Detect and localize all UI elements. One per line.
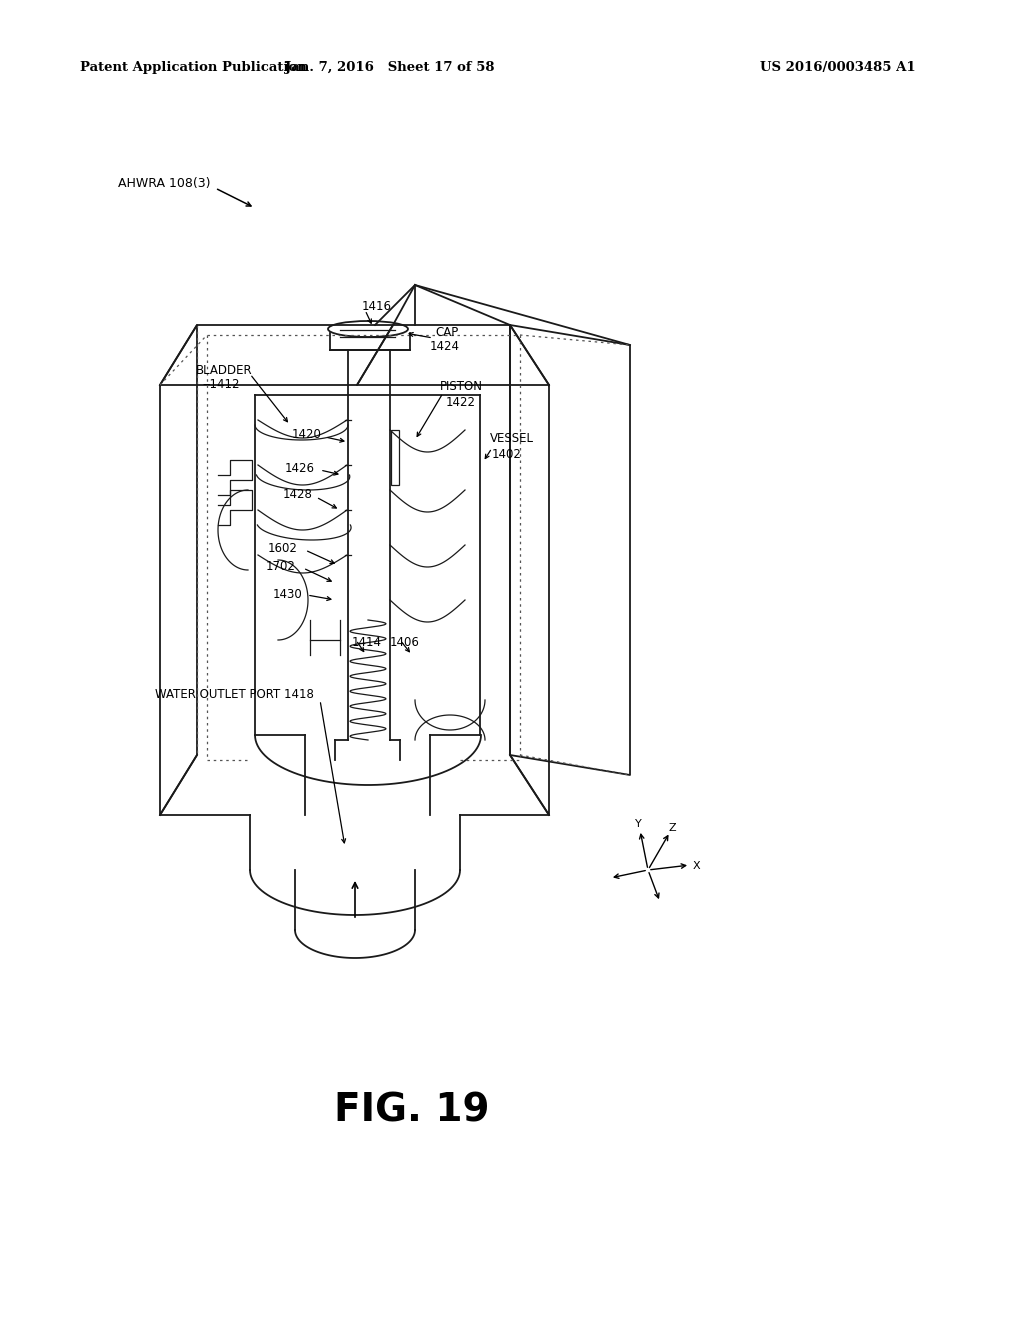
Text: 1602: 1602: [268, 541, 298, 554]
Text: 1426: 1426: [285, 462, 315, 474]
Text: VESSEL: VESSEL: [490, 432, 534, 445]
Text: Z: Z: [669, 822, 676, 833]
Text: BLADDER: BLADDER: [196, 363, 253, 376]
Text: WATER OUTLET PORT 1418: WATER OUTLET PORT 1418: [155, 689, 314, 701]
Text: 1420: 1420: [292, 429, 322, 441]
Text: US 2016/0003485 A1: US 2016/0003485 A1: [760, 62, 915, 74]
Text: 1406: 1406: [390, 636, 420, 649]
Text: 1428: 1428: [283, 488, 313, 502]
Text: 1424: 1424: [430, 341, 460, 354]
Text: 1416: 1416: [362, 301, 392, 314]
Text: PISTON: PISTON: [440, 380, 483, 393]
Text: ‒1412: ‒1412: [202, 379, 240, 392]
Bar: [391, 430, 399, 484]
Text: X: X: [692, 861, 699, 871]
Text: 1422: 1422: [446, 396, 476, 409]
Text: CAP: CAP: [435, 326, 459, 338]
Text: 1402: 1402: [492, 449, 522, 462]
Text: 1414: 1414: [352, 636, 382, 649]
Text: FIG. 19: FIG. 19: [334, 1092, 489, 1129]
Text: Y: Y: [635, 818, 641, 829]
Text: Jan. 7, 2016   Sheet 17 of 58: Jan. 7, 2016 Sheet 17 of 58: [286, 62, 495, 74]
Text: AHWRA 108(3): AHWRA 108(3): [118, 177, 211, 190]
Text: 1702: 1702: [266, 560, 296, 573]
Text: 1430: 1430: [273, 587, 303, 601]
Text: Patent Application Publication: Patent Application Publication: [80, 62, 307, 74]
